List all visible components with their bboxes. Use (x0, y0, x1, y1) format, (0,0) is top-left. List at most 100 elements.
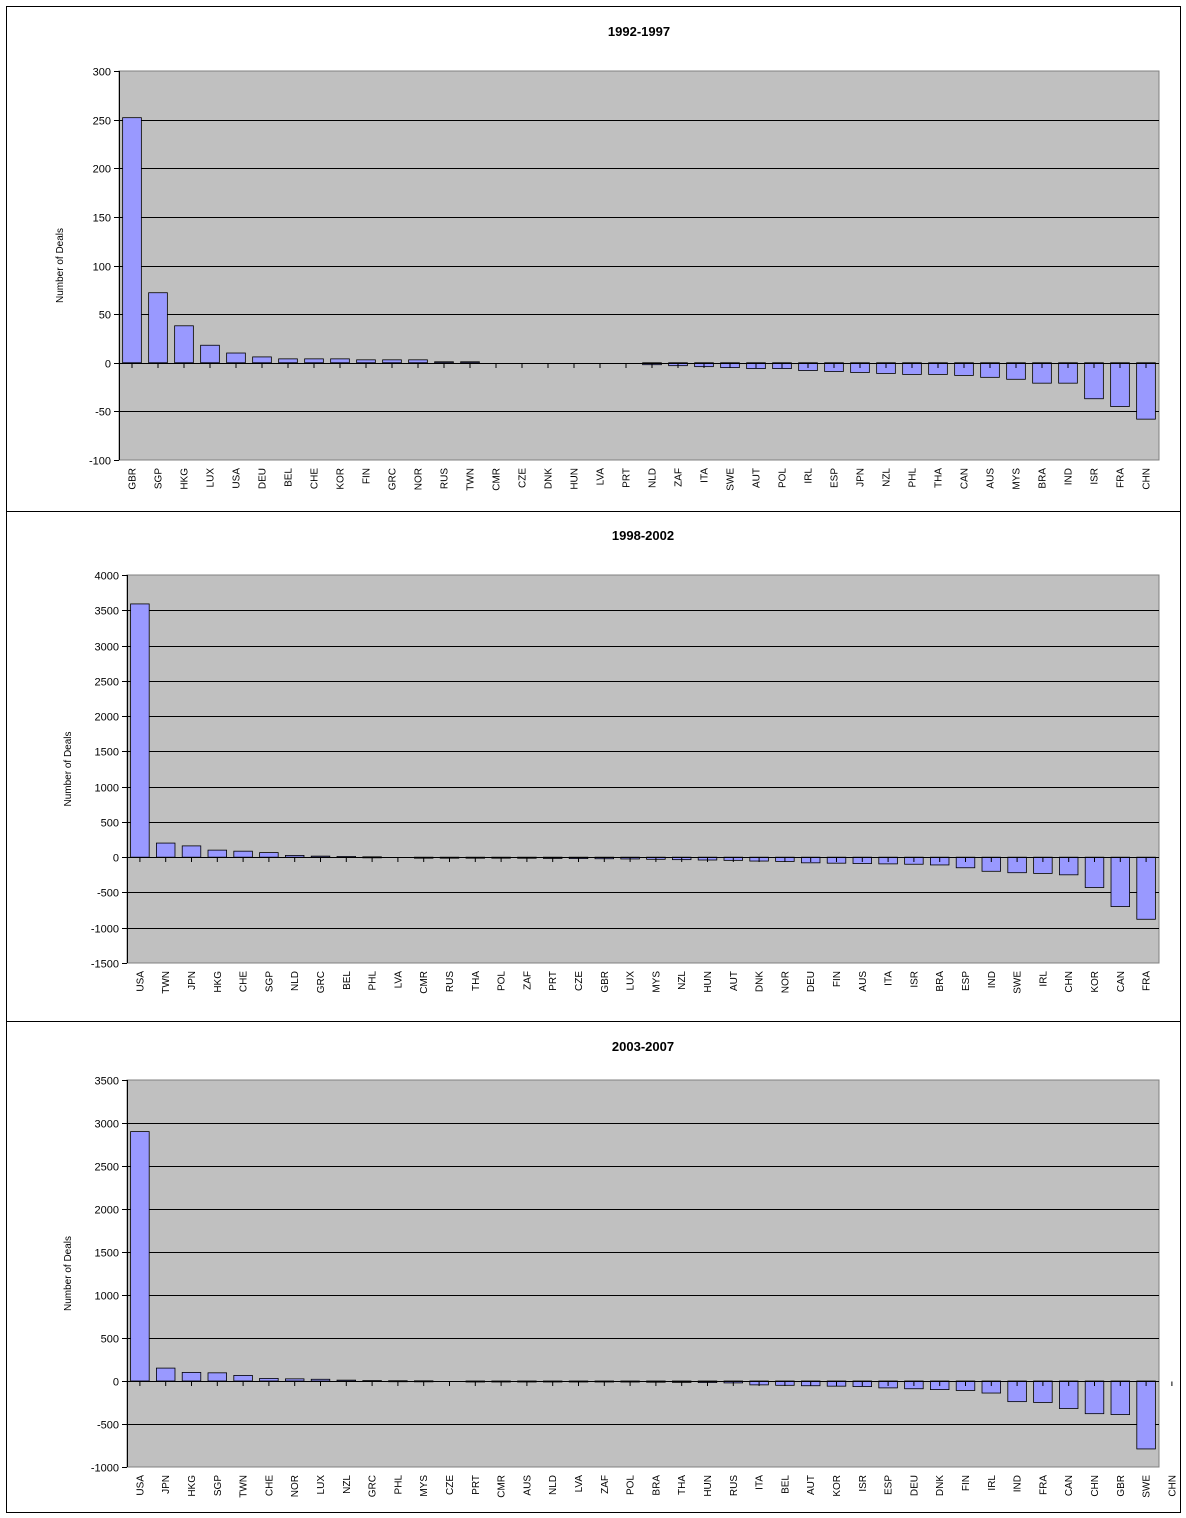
x-tick-label-FIN: FIN (832, 971, 843, 987)
x-tick-label-LUX: LUX (206, 468, 217, 488)
bar-CAN (954, 362, 974, 376)
bar-CHE (233, 850, 253, 858)
bar-RUS (434, 361, 454, 364)
x-tick-label-HKG: HKG (213, 971, 224, 993)
y-tick-label: 4000 (95, 571, 119, 583)
chart-title: 2003-2007 (612, 1039, 674, 1054)
bar-IND (1058, 362, 1078, 384)
x-tick-label-CAN: CAN (1116, 971, 1127, 992)
y-tick-label: 2000 (95, 712, 119, 724)
y-tick-label: 50 (99, 310, 111, 322)
y-tick-label: 150 (93, 213, 111, 225)
x-tick-label-THA: THA (677, 1475, 688, 1495)
x-tick-label-BRA: BRA (651, 1475, 662, 1496)
x-tick-label-CHE: CHE (264, 1475, 275, 1496)
x-tick-label-AUT: AUT (806, 1475, 817, 1495)
y-tick-label: 3500 (95, 1076, 119, 1088)
bar-CAN (1110, 856, 1130, 907)
bar-FRA (1136, 856, 1156, 920)
x-tick-label-SGP: SGP (264, 971, 275, 992)
y-tick-label: 100 (93, 262, 111, 274)
y-tick-label: 0 (113, 853, 119, 865)
bar-HKG (181, 1372, 202, 1382)
x-tick-label-RUS: RUS (445, 971, 456, 992)
plot-area (118, 70, 1160, 461)
y-tick-label: -500 (97, 1420, 119, 1432)
x-tick-label-PHL: PHL (908, 468, 919, 488)
x-tick-label-GBR: GBR (600, 971, 611, 993)
y-tick-label: 3000 (95, 1119, 119, 1131)
x-tick-label-RUS: RUS (440, 468, 451, 489)
y-axis-label: Number of Deals (55, 228, 66, 303)
x-tick-label-HKG: HKG (187, 1475, 198, 1497)
x-tick-label-JPN: JPN (856, 468, 867, 487)
x-tick-label-SGP: SGP (154, 468, 165, 489)
x-tick-label-LVA: LVA (574, 1475, 585, 1493)
bar-FIN (356, 359, 376, 364)
bar-USA (226, 352, 246, 364)
y-tick-label: 0 (105, 359, 111, 371)
x-tick-label-NZL: NZL (677, 971, 688, 990)
bar-SGP (207, 1372, 227, 1382)
x-tick-label-FIN: FIN (961, 1475, 972, 1491)
bar-SGP (259, 852, 279, 858)
bar-CHN (1136, 362, 1156, 420)
bar-FRA (1110, 362, 1130, 407)
x-tick-label-CMR: CMR (419, 971, 430, 994)
x-tick-label-PRT: PRT (548, 971, 559, 991)
bar-MYS (1006, 362, 1026, 380)
bar-HKG (174, 325, 194, 364)
y-tick-label: 0 (113, 1377, 119, 1389)
x-tick-label-DNK: DNK (544, 468, 555, 489)
x-tick-label-DEU: DEU (258, 468, 269, 489)
x-tick-label-USA: USA (135, 971, 146, 992)
x-tick-label-CZE: CZE (445, 1475, 456, 1495)
bar-DEU (252, 356, 272, 364)
x-tick-label-IND: IND (1013, 1475, 1024, 1492)
x-tick-label-CZE: CZE (518, 468, 529, 488)
x-tick-label-TWN: TWN (466, 468, 477, 491)
bar-NZL (336, 1379, 356, 1382)
x-tick-label-ESP: ESP (884, 1475, 895, 1495)
x-tick-label-BEL: BEL (284, 468, 295, 487)
x-tick-label-ISR: ISR (1090, 468, 1101, 485)
y-tick-label: 2000 (95, 1205, 119, 1217)
y-tick-label: 200 (93, 164, 111, 176)
x-tick-label-CMR: CMR (497, 1475, 508, 1498)
bar-SWE (1136, 1380, 1156, 1450)
bar-GBR (1110, 1380, 1130, 1415)
x-tick-label-THA: THA (471, 971, 482, 991)
x-tick-label-ZAF: ZAF (522, 971, 533, 990)
x-tick-label-HUN: HUN (570, 468, 581, 490)
x-tick-label-NLD: NLD (548, 1475, 559, 1495)
x-tick-label-IRL: IRL (1038, 971, 1049, 987)
x-tick-label-NLD: NLD (648, 468, 659, 488)
x-tick-label-GRC: GRC (388, 468, 399, 490)
x-tick-label-FRA: FRA (1142, 971, 1153, 991)
x-tick-label-NZL: NZL (342, 1475, 353, 1494)
x-tick-label-AUS: AUS (858, 971, 869, 992)
x-tick-label-GRC: GRC (316, 971, 327, 993)
x-tick-label-CHE: CHE (310, 468, 321, 489)
y-axis-label: Number of Deals (63, 731, 74, 806)
bar-USA (130, 603, 150, 858)
y-tick-label: -50 (95, 407, 111, 419)
bar-USA (130, 1131, 150, 1382)
x-tick-label-MYS: MYS (1012, 468, 1023, 490)
x-tick-label-KOR: KOR (336, 468, 347, 490)
x-tick-label-BRA: BRA (935, 971, 946, 992)
y-tick-label: 1000 (95, 783, 119, 795)
x-tick-label-JPN: JPN (161, 1475, 172, 1494)
x-tick-label-CHN: CHN (1142, 468, 1153, 490)
x-tick-label-PRT: PRT (622, 468, 633, 488)
bar-CHE (304, 358, 324, 364)
x-tick-label-ESP: ESP (961, 971, 972, 991)
x-tick-label-CMR: CMR (492, 468, 503, 491)
bar-JPN (181, 845, 202, 858)
x-tick-label-POL: POL (497, 971, 508, 991)
x-tick-label-CHN: CHN (1090, 1475, 1101, 1497)
x-tick-label-AUS: AUS (986, 468, 997, 489)
x-tick-label-JPN: JPN (187, 971, 198, 990)
x-tick-label-POL: POL (778, 468, 789, 488)
